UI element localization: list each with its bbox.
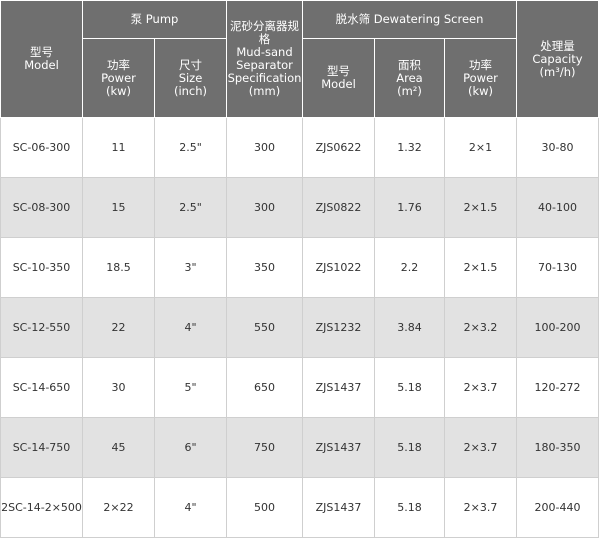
header-screen-model: 型号 Model [302, 38, 375, 118]
header-separator: 泥砂分离器规格 Mud-sand Separator Specification… [226, 0, 303, 118]
cell-model: SC-12-550 [0, 297, 83, 358]
cell-area: 5.18 [374, 477, 445, 538]
cell-separator: 550 [226, 297, 303, 358]
cell-area: 1.32 [374, 117, 445, 178]
table-row: SC-08-300 15 2.5" 300 ZJS0822 1.76 2×1.5… [0, 177, 599, 238]
cell-model: SC-06-300 [0, 117, 83, 178]
table-body: SC-06-300 11 2.5" 300 ZJS0622 1.32 2×1 3… [0, 117, 599, 538]
header-model: 型号 Model [0, 0, 83, 118]
cell-capacity: 40-100 [516, 177, 599, 238]
cell-area: 5.18 [374, 357, 445, 418]
cell-screen-model: ZJS0822 [302, 177, 375, 238]
cell-power: 18.5 [82, 237, 155, 298]
cell-screen-power: 2×3.7 [444, 417, 517, 478]
cell-screen-power: 2×1.5 [444, 237, 517, 298]
cell-area: 1.76 [374, 177, 445, 238]
cell-screen-model: ZJS1437 [302, 417, 375, 478]
table-row: SC-06-300 11 2.5" 300 ZJS0622 1.32 2×1 3… [0, 117, 599, 178]
table-row: SC-14-650 30 5" 650 ZJS1437 5.18 2×3.7 1… [0, 357, 599, 418]
header-screen-group: 脱水筛 Dewatering Screen [302, 0, 517, 39]
cell-model: SC-08-300 [0, 177, 83, 238]
cell-screen-power: 2×1.5 [444, 177, 517, 238]
cell-screen-power: 2×3.2 [444, 297, 517, 358]
cell-size: 3" [154, 237, 227, 298]
header-pump-group: 泵 Pump [82, 0, 227, 39]
cell-size: 5" [154, 357, 227, 418]
header-capacity: 处理量 Capacity (m³/h) [516, 0, 599, 118]
cell-separator: 500 [226, 477, 303, 538]
cell-screen-power: 2×3.7 [444, 477, 517, 538]
cell-size: 4" [154, 477, 227, 538]
table-row: 2SC-14-2×500 2×22 4" 500 ZJS1437 5.18 2×… [0, 477, 599, 538]
header-pump-power: 功率 Power (kw) [82, 38, 155, 118]
cell-power: 45 [82, 417, 155, 478]
cell-screen-model: ZJS1437 [302, 357, 375, 418]
cell-screen-power: 2×3.7 [444, 357, 517, 418]
cell-separator: 300 [226, 117, 303, 178]
cell-area: 2.2 [374, 237, 445, 298]
cell-capacity: 30-80 [516, 117, 599, 178]
table-row: SC-12-550 22 4" 550 ZJS1232 3.84 2×3.2 1… [0, 297, 599, 358]
cell-model: SC-14-750 [0, 417, 83, 478]
cell-size: 6" [154, 417, 227, 478]
cell-separator: 650 [226, 357, 303, 418]
cell-model: 2SC-14-2×500 [0, 477, 83, 538]
cell-model: SC-10-350 [0, 237, 83, 298]
cell-size: 2.5" [154, 117, 227, 178]
cell-power: 22 [82, 297, 155, 358]
cell-separator: 300 [226, 177, 303, 238]
cell-area: 5.18 [374, 417, 445, 478]
cell-capacity: 180-350 [516, 417, 599, 478]
header-screen-power: 功率 Power (kw) [444, 38, 517, 118]
cell-capacity: 200-440 [516, 477, 599, 538]
cell-power: 15 [82, 177, 155, 238]
cell-screen-model: ZJS1232 [302, 297, 375, 358]
cell-size: 2.5" [154, 177, 227, 238]
cell-screen-model: ZJS1437 [302, 477, 375, 538]
cell-screen-power: 2×1 [444, 117, 517, 178]
cell-power: 2×22 [82, 477, 155, 538]
header-pump-size: 尺寸 Size (inch) [154, 38, 227, 118]
header-screen-area: 面积 Area (m²) [374, 38, 445, 118]
cell-separator: 750 [226, 417, 303, 478]
cell-power: 30 [82, 357, 155, 418]
table-header: 型号 Model 泵 Pump 泥砂分离器规格 Mud-sand Separat… [0, 0, 599, 118]
cell-area: 3.84 [374, 297, 445, 358]
cell-capacity: 70-130 [516, 237, 599, 298]
cell-screen-model: ZJS1022 [302, 237, 375, 298]
cell-capacity: 100-200 [516, 297, 599, 358]
cell-capacity: 120-272 [516, 357, 599, 418]
table-row: SC-14-750 45 6" 750 ZJS1437 5.18 2×3.7 1… [0, 417, 599, 478]
cell-screen-model: ZJS0622 [302, 117, 375, 178]
cell-model: SC-14-650 [0, 357, 83, 418]
cell-power: 11 [82, 117, 155, 178]
cell-separator: 350 [226, 237, 303, 298]
table-row: SC-10-350 18.5 3" 350 ZJS1022 2.2 2×1.5 … [0, 237, 599, 298]
cell-size: 4" [154, 297, 227, 358]
